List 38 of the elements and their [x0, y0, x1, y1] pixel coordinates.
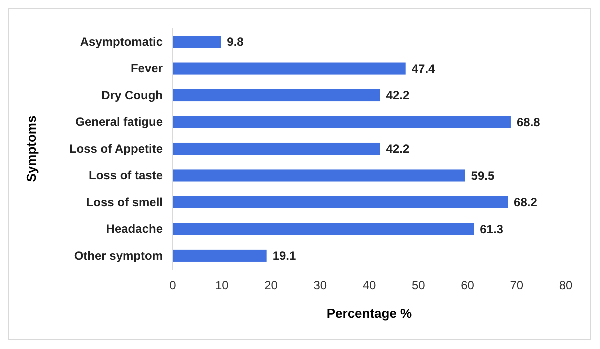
bar — [173, 223, 474, 236]
y-tick-label: Other symptom — [74, 248, 163, 263]
y-tick-label: Headache — [106, 222, 164, 236]
data-label: 9.8 — [227, 35, 244, 50]
bar — [173, 36, 222, 48]
x-tick-label: 70 — [510, 278, 524, 293]
data-label: 19.1 — [272, 249, 297, 264]
data-label: 59.5 — [471, 168, 495, 183]
x-tick-label: 10 — [215, 278, 230, 293]
bar — [173, 90, 380, 102]
x-tick-label: 40 — [362, 278, 376, 293]
x-tick-label: 0 — [170, 278, 177, 293]
bar — [173, 142, 380, 156]
bar — [173, 62, 406, 75]
bar — [173, 116, 511, 128]
y-tick-label: General fatigue — [76, 115, 164, 130]
y-axis-title: Symptoms — [24, 116, 39, 182]
x-tick-label: 50 — [412, 278, 426, 293]
data-label: 42.2 — [386, 88, 410, 103]
data-label: 68.2 — [514, 196, 538, 210]
bar — [173, 170, 466, 182]
y-tick-label: Fever — [130, 62, 164, 76]
bar — [173, 250, 267, 262]
data-label: 47.4 — [412, 62, 436, 76]
y-tick-label: Loss of Appetite — [69, 142, 164, 156]
y-tick-label: Loss of smell — [86, 195, 163, 210]
data-label: 61.3 — [480, 222, 504, 236]
x-tick-label: 20 — [264, 278, 278, 293]
bar — [173, 196, 508, 208]
y-tick-label: Dry Cough — [102, 88, 163, 102]
x-tick-label: 60 — [461, 278, 475, 293]
x-tick-label: 80 — [559, 278, 573, 293]
y-tick-label: Asymptomatic — [80, 34, 164, 49]
x-tick-label: 30 — [314, 278, 328, 293]
y-tick-label: Loss of taste — [88, 168, 164, 183]
data-label: 68.8 — [516, 115, 541, 130]
x-axis-title: Percentage % — [326, 306, 413, 321]
data-label: 42.2 — [386, 142, 410, 156]
